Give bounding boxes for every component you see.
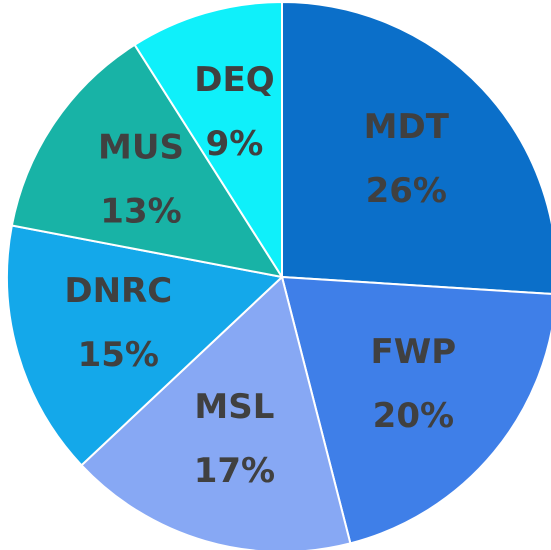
value-label: 13% <box>100 192 181 232</box>
pie-slice <box>280 275 551 545</box>
slice-label: DNRC <box>64 271 172 311</box>
value-label: 26% <box>366 171 447 211</box>
pie-slice <box>281 0 551 295</box>
slice-label: FWP <box>371 332 457 372</box>
value-label: 15% <box>78 335 159 375</box>
slice-label: MUS <box>98 128 184 168</box>
pie-slice <box>10 43 285 279</box>
value-label: 9% <box>206 124 264 164</box>
slice-label: MSL <box>194 387 274 427</box>
value-label: 17% <box>194 451 275 491</box>
slice-label: DEQ <box>194 60 274 100</box>
pie-slice <box>80 275 352 550</box>
slice-label: MDT <box>364 107 450 147</box>
value-label: 20% <box>373 396 454 436</box>
pie-slice <box>133 0 283 281</box>
pie-slice <box>6 224 285 467</box>
